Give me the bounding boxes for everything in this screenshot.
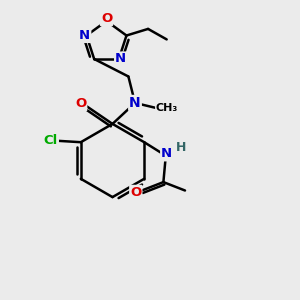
Text: O: O (130, 186, 141, 199)
Text: N: N (79, 29, 90, 42)
Text: Cl: Cl (44, 134, 58, 147)
Text: N: N (161, 147, 172, 161)
Text: O: O (101, 12, 112, 25)
Text: H: H (176, 141, 186, 154)
Text: N: N (129, 96, 141, 110)
Text: N: N (115, 52, 126, 65)
Text: CH₃: CH₃ (156, 103, 178, 113)
Text: O: O (75, 97, 86, 110)
